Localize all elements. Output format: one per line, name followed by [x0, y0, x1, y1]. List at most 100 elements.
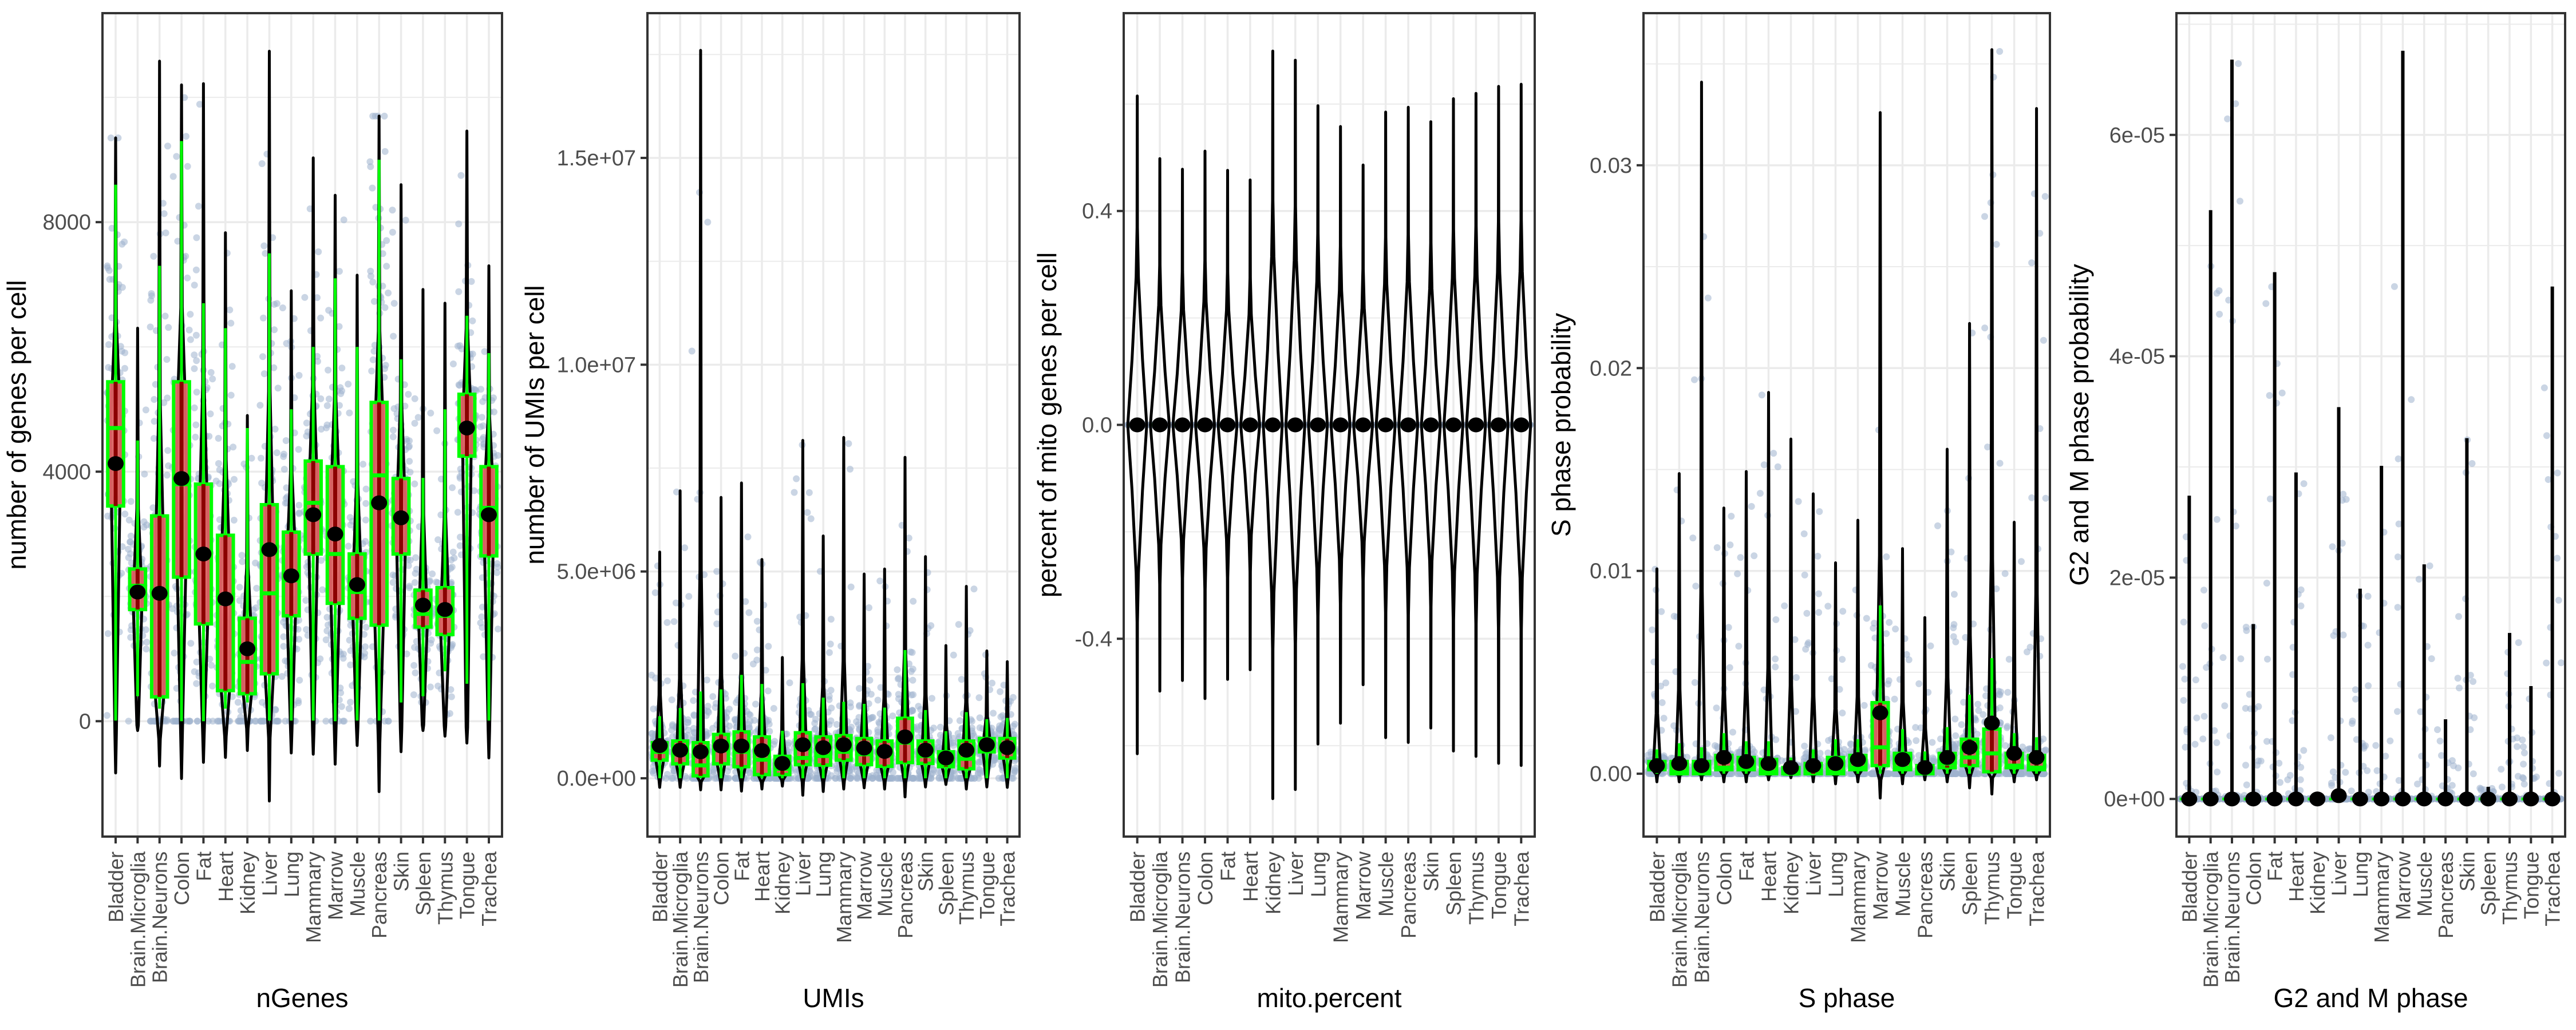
data-point — [282, 437, 290, 444]
x-tick-label: Heart — [214, 851, 238, 902]
data-point — [805, 489, 813, 496]
data-point — [191, 404, 198, 411]
data-point — [160, 399, 168, 406]
x-tick-label: Marrow — [324, 851, 347, 920]
data-point — [105, 341, 112, 348]
data-point — [362, 500, 370, 507]
x-tick-label: Brain.Microglia — [126, 851, 149, 988]
x-tick-label: Spleen — [934, 851, 958, 916]
data-point — [975, 775, 982, 782]
data-point — [456, 342, 464, 349]
data-point — [383, 263, 390, 270]
y-axis-title: number of UMIs per cell — [520, 285, 550, 564]
data-point — [471, 487, 478, 494]
data-point — [481, 348, 488, 355]
data-point — [272, 706, 279, 713]
x-tick-label: Thymus — [955, 851, 978, 925]
mean-point — [129, 584, 146, 600]
data-point — [118, 240, 126, 248]
data-point — [338, 703, 345, 710]
data-point — [477, 386, 484, 393]
data-point — [480, 441, 487, 448]
data-point — [493, 569, 501, 576]
mean-point — [815, 740, 832, 755]
data-point — [192, 433, 199, 441]
plot-area — [103, 50, 501, 803]
data-point — [127, 538, 134, 546]
data-point — [427, 640, 434, 647]
data-point — [909, 676, 916, 684]
data-point — [191, 365, 198, 373]
mean-point — [672, 742, 689, 758]
data-point — [455, 220, 463, 228]
data-point — [1009, 694, 1017, 701]
violin-skin — [391, 183, 411, 754]
data-point — [390, 426, 397, 434]
data-point — [127, 633, 135, 641]
data-point — [381, 718, 389, 725]
x-tick-label: Bladder — [104, 851, 128, 922]
data-point — [303, 419, 310, 427]
data-point — [209, 375, 216, 383]
data-point — [414, 414, 422, 421]
x-tick-label: Spleen — [412, 851, 435, 916]
data-point — [381, 365, 388, 373]
data-point — [681, 544, 689, 552]
data-point — [193, 680, 200, 687]
violin-mammary — [303, 156, 323, 756]
data-point — [454, 509, 461, 516]
data-point — [164, 394, 171, 402]
y-tick-label: 0.0e+00 — [557, 767, 636, 791]
data-point — [362, 516, 369, 524]
data-point — [271, 300, 278, 308]
x-tick-label: Lung — [812, 851, 835, 897]
data-point — [338, 365, 346, 372]
violin-tongue — [457, 129, 477, 744]
mean-point — [173, 471, 190, 486]
data-point — [437, 511, 445, 518]
violin-bladder — [106, 136, 125, 775]
data-point — [302, 597, 310, 604]
data-point — [456, 542, 464, 549]
data-point — [950, 651, 957, 659]
data-point — [704, 707, 712, 715]
data-point — [974, 766, 982, 773]
violin-colon — [172, 83, 191, 781]
data-point — [651, 589, 659, 596]
data-point — [771, 738, 779, 745]
data-point — [1011, 768, 1018, 775]
data-point — [750, 716, 758, 724]
data-point — [389, 571, 397, 579]
mean-point — [978, 737, 995, 752]
violin-brain-neurons — [692, 49, 710, 791]
data-point — [969, 724, 976, 732]
data-point — [874, 696, 882, 704]
mean-point — [283, 568, 299, 584]
data-point — [215, 460, 222, 467]
data-point — [142, 406, 149, 414]
data-point — [163, 472, 171, 479]
data-point — [238, 552, 246, 559]
data-point — [856, 703, 863, 710]
panel-border — [101, 12, 503, 838]
data-point — [990, 757, 997, 764]
violin-fat — [732, 481, 751, 793]
data-point — [690, 724, 697, 732]
data-point — [910, 597, 917, 605]
data-point — [214, 718, 221, 725]
data-point — [406, 458, 413, 465]
data-point — [226, 306, 234, 314]
data-point — [318, 426, 325, 433]
data-point — [434, 536, 442, 544]
data-point — [937, 731, 944, 739]
data-point — [688, 347, 696, 355]
data-point — [724, 767, 731, 775]
violin-heart — [753, 558, 771, 791]
mean-point — [651, 738, 668, 753]
data-point — [804, 509, 811, 516]
data-point — [345, 381, 352, 388]
data-point — [770, 705, 777, 712]
data-point — [469, 317, 476, 324]
x-tick-label: Muscle — [346, 851, 369, 917]
